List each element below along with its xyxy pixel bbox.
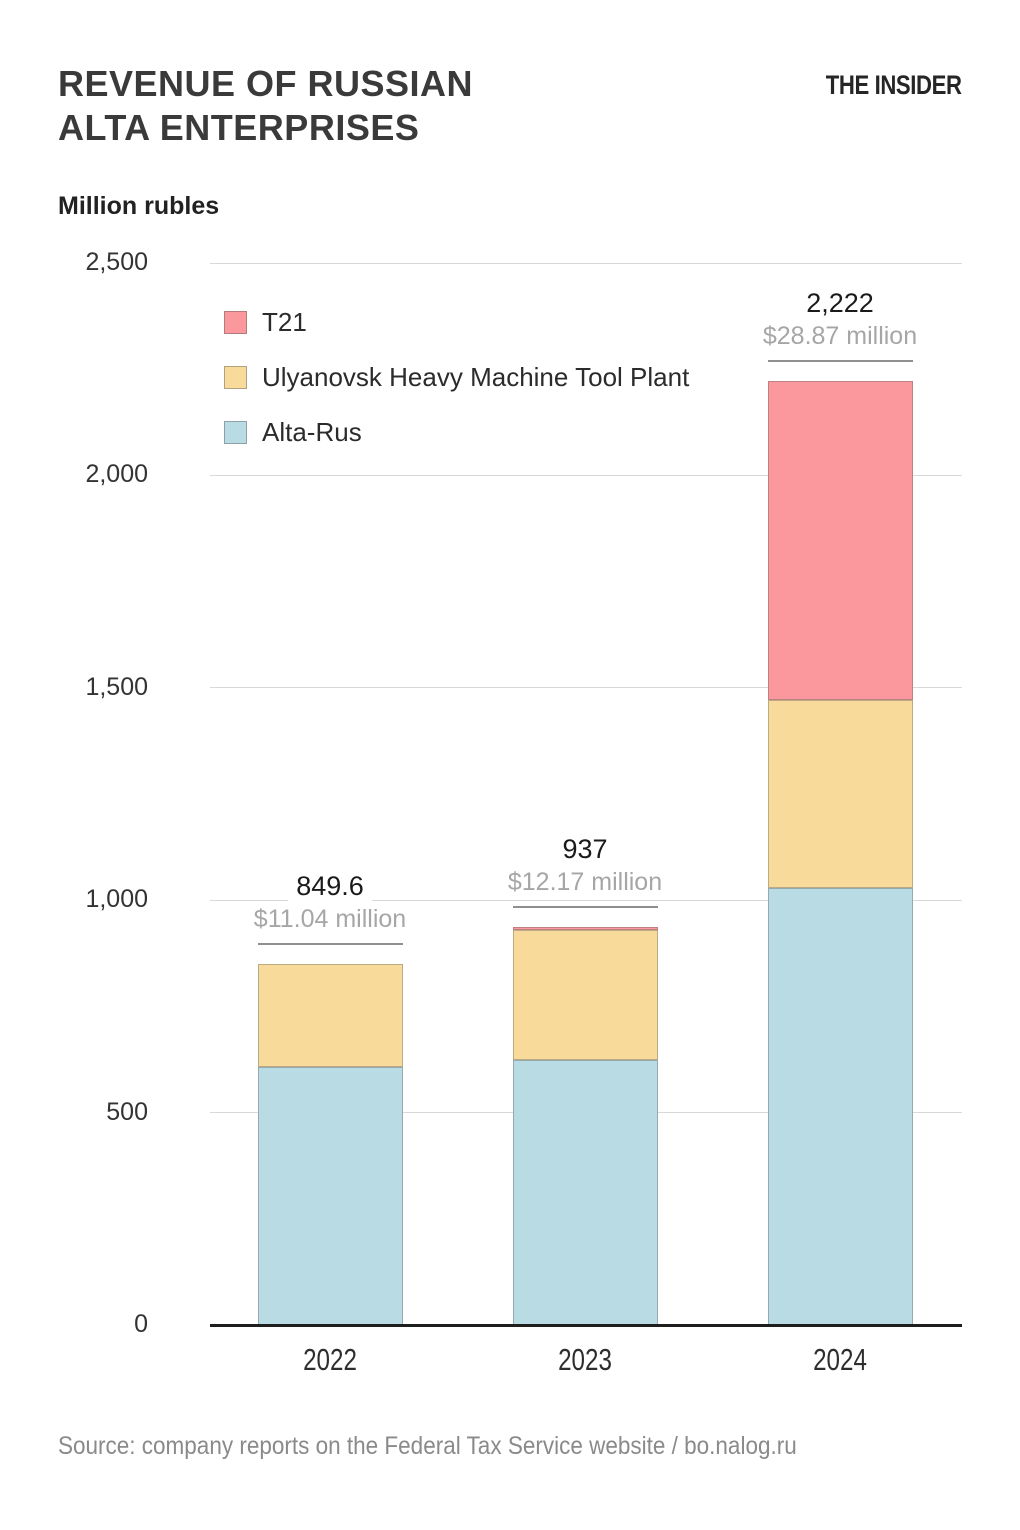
bar-usd-label-2022: $11.04 million xyxy=(210,905,450,938)
bar-segment-ulyanovsk-heavy-machine-tool-plant-2022 xyxy=(257,964,403,1067)
legend-item-t21: T21 xyxy=(224,307,689,338)
y-axis-tick-label: 500 xyxy=(106,1097,148,1126)
y-axis-tick-label: 1,500 xyxy=(85,672,148,701)
bar-segment-t21-2024 xyxy=(767,381,913,700)
bar-segment-alta-rus-2022 xyxy=(257,1066,403,1325)
bar-usd-label-2024: $28.87 million xyxy=(720,322,960,355)
bar-segment-ulyanovsk-heavy-machine-tool-plant-2023 xyxy=(512,930,658,1061)
bar-total-label-2023: 937 xyxy=(465,833,705,868)
legend-item-alta-rus: Alta-Rus xyxy=(224,417,689,448)
gridline-1500 xyxy=(210,687,962,689)
page-title-line2: ALTA ENTERPRISES xyxy=(58,107,420,148)
total-value-2024: 2,222 xyxy=(798,288,882,323)
x-axis-label-2023: 2023 xyxy=(558,1342,612,1377)
bar-total-label-2024: 2,222 xyxy=(720,288,960,323)
x-axis-line xyxy=(210,1323,962,1327)
page-title-line1: REVENUE OF RUSSIAN xyxy=(58,63,474,104)
legend-swatch-alta-rus xyxy=(224,421,247,444)
y-axis-tick-label: 2,500 xyxy=(85,248,148,276)
bar-segment-ulyanovsk-heavy-machine-tool-plant-2024 xyxy=(767,699,913,889)
source-note: Source: company reports on the Federal T… xyxy=(58,1432,797,1460)
legend-label-alta-rus: Alta-Rus xyxy=(262,417,362,447)
usd-value-2023: $12.17 million xyxy=(499,867,671,900)
the-insider-logo: THE INSIDER xyxy=(826,70,962,100)
usd-value-2024: $28.87 million xyxy=(754,322,926,355)
bar-top-rule-2023 xyxy=(512,905,658,908)
gridline-1000 xyxy=(210,899,962,901)
units-label: Million rubles xyxy=(58,192,220,220)
legend-label-ulyanovsk: Ulyanovsk Heavy Machine Tool Plant xyxy=(262,362,690,392)
bar-top-rule-2022 xyxy=(257,943,403,946)
gridline-2500 xyxy=(210,262,962,264)
legend-item-ulyanovsk: Ulyanovsk Heavy Machine Tool Plant xyxy=(224,362,689,393)
legend-swatch-t21 xyxy=(224,311,247,334)
bar-total-label-2022: 849.6 xyxy=(210,871,450,906)
bar-top-rule-2024 xyxy=(767,360,913,363)
y-axis-tick-label: 2,000 xyxy=(85,460,148,489)
bar-segment-t21-2023 xyxy=(512,926,658,931)
y-axis-tick-label: 0 xyxy=(134,1310,148,1338)
chart-legend: T21 Ulyanovsk Heavy Machine Tool Plant A… xyxy=(224,307,689,472)
gridline-2000 xyxy=(210,474,962,476)
y-axis-tick-label: 1,000 xyxy=(85,885,148,914)
legend-label-t21: T21 xyxy=(262,307,307,337)
total-value-2023: 937 xyxy=(554,833,616,868)
bar-usd-label-2023: $12.17 million xyxy=(465,867,705,900)
page-title: REVENUE OF RUSSIAN ALTA ENTERPRISES xyxy=(58,62,473,150)
bar-segment-alta-rus-2024 xyxy=(767,888,913,1325)
x-axis-label-2024: 2024 xyxy=(813,1342,867,1377)
total-value-2022: 849.6 xyxy=(288,871,372,906)
usd-value-2022: $11.04 million xyxy=(245,905,415,938)
legend-swatch-ulyanovsk xyxy=(224,366,247,389)
x-axis-label-2022: 2022 xyxy=(303,1342,357,1377)
bar-segment-alta-rus-2023 xyxy=(512,1060,658,1325)
